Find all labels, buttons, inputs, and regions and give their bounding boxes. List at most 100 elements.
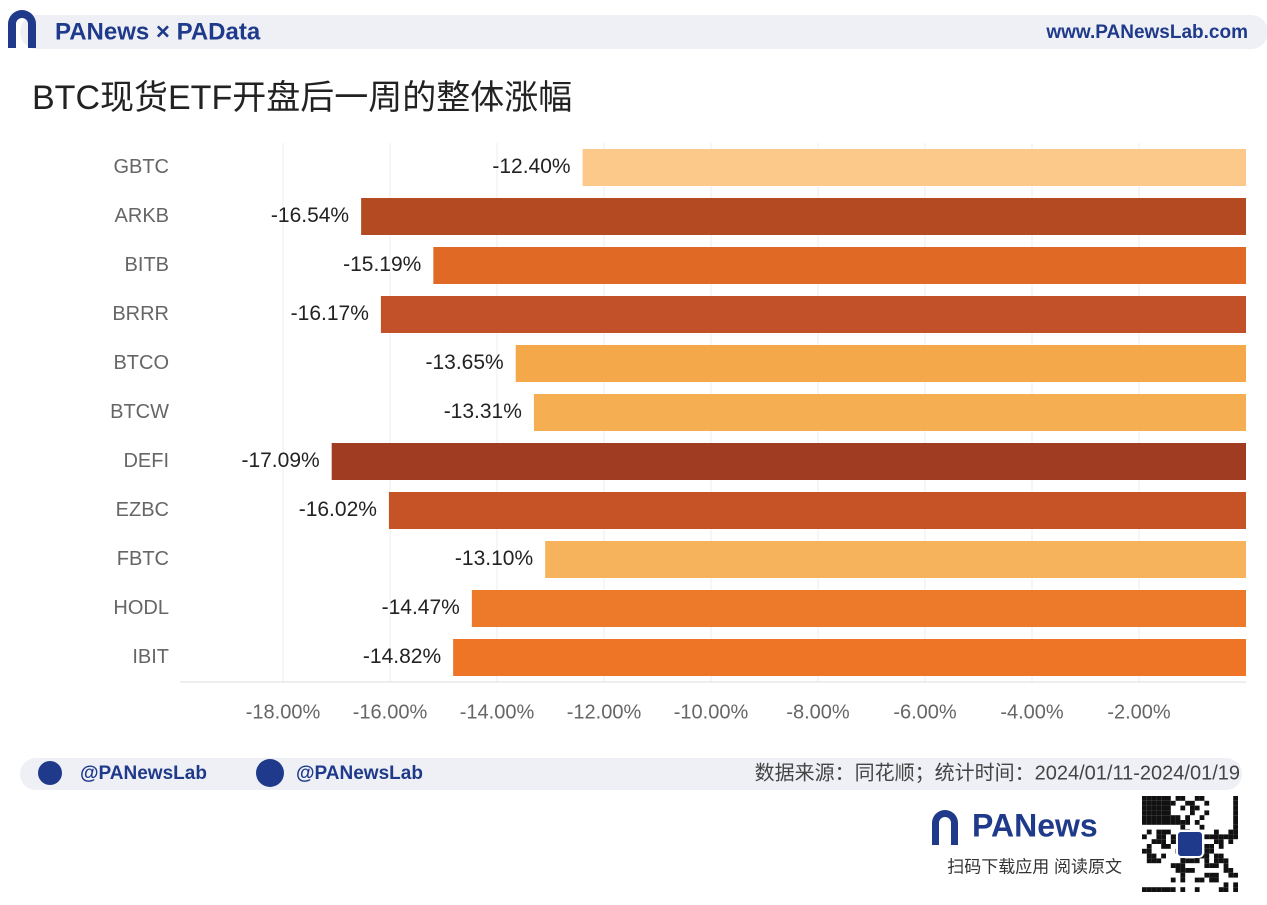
qr-cell bbox=[1185, 815, 1190, 820]
qr-cell bbox=[1233, 829, 1238, 835]
qr-cell bbox=[1161, 810, 1166, 816]
qr-cell bbox=[1151, 853, 1157, 859]
qr-cell bbox=[1233, 872, 1238, 878]
bar bbox=[533, 394, 1246, 431]
qr-cell bbox=[1204, 848, 1210, 854]
qr-cell bbox=[1204, 858, 1210, 864]
qr-cell bbox=[1214, 872, 1219, 878]
bar bbox=[515, 345, 1246, 382]
qr-cell bbox=[1161, 820, 1166, 825]
qr-cell bbox=[1214, 834, 1219, 840]
value-label: -13.10% bbox=[455, 547, 533, 570]
bar bbox=[545, 541, 1246, 578]
qr-cell bbox=[1146, 853, 1152, 859]
qr-cell bbox=[1161, 844, 1166, 849]
x-tick-label: -14.00% bbox=[460, 701, 535, 723]
footer-logo-icon bbox=[932, 810, 958, 845]
qr-cell bbox=[1156, 800, 1162, 806]
qr-cell bbox=[1223, 834, 1229, 840]
qr-cell bbox=[1218, 853, 1224, 859]
qr-cell bbox=[1204, 844, 1210, 849]
qr-cell bbox=[1214, 853, 1219, 859]
bar bbox=[388, 492, 1246, 529]
qr-cell bbox=[1233, 815, 1238, 820]
qr-cell bbox=[1194, 820, 1200, 825]
qr-cell bbox=[1156, 815, 1162, 820]
qr-cell bbox=[1142, 834, 1147, 840]
y-tick-label: ARKB bbox=[115, 205, 169, 227]
x-tick-label: -16.00% bbox=[353, 701, 428, 723]
qr-cell bbox=[1156, 839, 1162, 844]
qr-cell bbox=[1194, 805, 1200, 811]
qr-cell bbox=[1190, 805, 1195, 811]
qr-cell bbox=[1233, 805, 1238, 811]
qr-cell bbox=[1218, 844, 1224, 849]
qr-cell bbox=[1161, 839, 1166, 844]
qr-cell bbox=[1180, 877, 1186, 883]
qr-cell bbox=[1146, 796, 1152, 801]
qr-cell bbox=[1151, 805, 1157, 811]
qr-cell bbox=[1142, 887, 1147, 892]
bar bbox=[471, 590, 1247, 627]
qr-cell bbox=[1233, 810, 1238, 816]
qr-cell bbox=[1175, 820, 1181, 825]
x-tick-label: -2.00% bbox=[1107, 701, 1171, 723]
qr-caption: 扫码下载应用 阅读原文 bbox=[947, 857, 1122, 876]
site: www.PANewsLab.com bbox=[1045, 22, 1248, 43]
qr-cell bbox=[1146, 829, 1152, 835]
qr-cell bbox=[1180, 805, 1186, 811]
qr-cell bbox=[1233, 820, 1238, 825]
qr-cell bbox=[1180, 868, 1186, 873]
qr-cell bbox=[1142, 815, 1147, 820]
qr-cell bbox=[1233, 887, 1238, 892]
logo-icon bbox=[8, 10, 36, 48]
qr-cell bbox=[1209, 877, 1214, 883]
qr-cell bbox=[1223, 858, 1229, 864]
qr-cell bbox=[1156, 834, 1162, 840]
qr-cell bbox=[1180, 863, 1186, 868]
qr-cell bbox=[1209, 848, 1214, 854]
qr-cell bbox=[1161, 834, 1166, 840]
value-label: -14.47% bbox=[382, 596, 460, 619]
qr-cell bbox=[1161, 805, 1166, 811]
qr-cell bbox=[1204, 834, 1210, 840]
x-tick-label: -18.00% bbox=[246, 701, 321, 723]
y-tick-label: BITB bbox=[125, 254, 169, 276]
qr-cell bbox=[1146, 800, 1152, 806]
qr-cell bbox=[1228, 872, 1234, 878]
y-tick-label: GBTC bbox=[113, 156, 169, 178]
qr-cell bbox=[1146, 805, 1152, 811]
value-label: -17.09% bbox=[241, 449, 319, 472]
qr-cell bbox=[1161, 853, 1166, 859]
qr-cell bbox=[1233, 796, 1238, 801]
qr-cell bbox=[1151, 815, 1157, 820]
qr-cell bbox=[1185, 820, 1190, 825]
qr-cell bbox=[1233, 800, 1238, 806]
qr-cell bbox=[1214, 829, 1219, 835]
qr-cell bbox=[1166, 810, 1171, 816]
qr-cell bbox=[1180, 824, 1186, 830]
qr-cell bbox=[1156, 820, 1162, 825]
qr-cell bbox=[1214, 839, 1219, 844]
value-label: -15.19% bbox=[343, 253, 421, 276]
brand: PANews × PAData bbox=[55, 18, 261, 45]
value-label: -16.17% bbox=[291, 302, 369, 325]
qr-cell bbox=[1175, 868, 1181, 873]
qr-cell bbox=[1175, 863, 1181, 868]
qr-cell bbox=[1199, 815, 1205, 820]
qr-cell bbox=[1170, 800, 1176, 806]
qr-cell bbox=[1142, 848, 1147, 854]
qr-cell bbox=[1170, 839, 1176, 844]
twitter-handle: @PANewsLab bbox=[80, 763, 207, 784]
qr-cell bbox=[1166, 815, 1171, 820]
qr-cell bbox=[1161, 829, 1166, 835]
y-tick-label: BTCW bbox=[110, 401, 169, 423]
qr-cell bbox=[1223, 887, 1229, 892]
value-label: -13.31% bbox=[444, 400, 522, 423]
qr-cell bbox=[1204, 810, 1210, 816]
footer-bar bbox=[20, 758, 1242, 790]
qr-cell bbox=[1175, 796, 1181, 801]
qr-cell bbox=[1180, 872, 1186, 878]
chart-title: BTC现货ETF开盘后一周的整体涨幅 bbox=[32, 79, 572, 117]
qr-cell bbox=[1156, 887, 1162, 892]
